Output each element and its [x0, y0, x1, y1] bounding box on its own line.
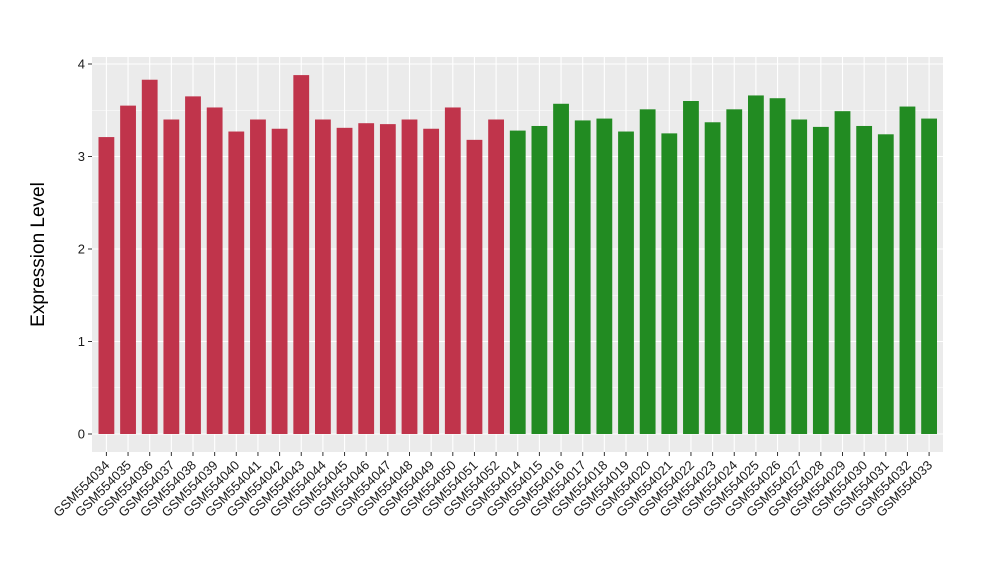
bar-GSM554049	[423, 128, 440, 434]
y-tick-label: 1	[78, 334, 85, 349]
y-axis-title: Expression Level	[28, 182, 49, 327]
bar-GSM554015	[531, 125, 548, 434]
bar-GSM554024	[726, 109, 743, 434]
bar-GSM554014	[509, 130, 526, 434]
bar-GSM554038	[185, 96, 201, 434]
y-tick-label: 4	[78, 57, 85, 72]
bar-GSM554031	[877, 134, 894, 435]
bar-GSM554033	[921, 118, 937, 434]
bar-GSM554016	[553, 103, 569, 435]
bar-GSM554051	[466, 139, 483, 434]
bar-GSM554037	[163, 119, 180, 434]
bar-GSM554048	[401, 119, 418, 434]
bar-GSM554032	[899, 106, 916, 435]
bar-GSM554046	[358, 123, 375, 434]
bar-GSM554020	[639, 109, 656, 434]
bar-GSM554044	[315, 119, 331, 434]
y-tick-label: 3	[78, 149, 85, 164]
bar-GSM554040	[228, 131, 245, 434]
bar-GSM554028	[812, 126, 829, 435]
bar-GSM554027	[791, 119, 808, 434]
bar-GSM554042	[271, 128, 288, 434]
x-axis: GSM554034GSM554035GSM554036GSM554037GSM5…	[50, 452, 935, 520]
bar-GSM554043	[293, 75, 310, 434]
y-axis: 0 1 2 3 4	[78, 57, 92, 442]
bar-GSM554023	[704, 122, 721, 435]
bar-GSM554045	[336, 127, 353, 434]
bar-GSM554018	[596, 118, 613, 434]
bars	[98, 75, 937, 435]
bar-GSM554034	[98, 137, 115, 434]
bar-GSM554035	[120, 105, 136, 434]
bar-GSM554039	[206, 107, 223, 434]
bar-GSM554019	[618, 131, 634, 434]
bar-GSM554050	[444, 107, 461, 434]
bar-GSM554025	[748, 95, 764, 434]
bar-GSM554026	[769, 98, 786, 434]
bar-GSM554030	[856, 125, 873, 434]
bar-GSM554047	[379, 124, 396, 434]
bar-GSM554036	[141, 79, 158, 434]
bar-GSM554041	[250, 119, 266, 434]
bar-GSM554029	[834, 111, 851, 435]
y-tick-label: 2	[78, 242, 85, 257]
bar-GSM554022	[683, 101, 699, 434]
bar-GSM554021	[661, 133, 678, 434]
bar-GSM554017	[574, 120, 591, 435]
bar-GSM554052	[488, 119, 504, 434]
y-tick-label: 0	[78, 427, 85, 442]
